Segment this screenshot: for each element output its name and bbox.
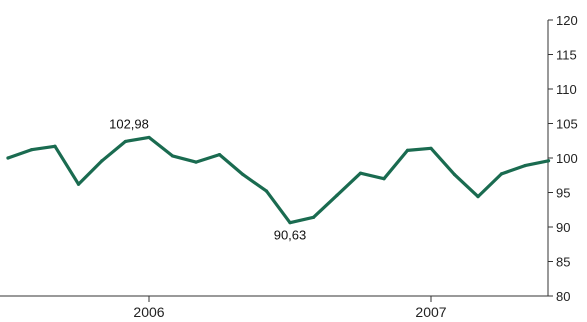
data-point (523, 163, 527, 168)
y-tick-label: 120 (556, 13, 578, 28)
data-point (335, 193, 339, 197)
data-point (358, 171, 363, 175)
y-tick-label: 90 (556, 220, 570, 235)
data-point (147, 135, 151, 140)
series-line (6, 135, 551, 225)
data-point (499, 172, 504, 176)
data-label: 90,63 (274, 228, 307, 243)
annotation-layer: 102,98 90,63 (109, 116, 306, 242)
data-point (311, 215, 316, 219)
data-point (241, 172, 245, 177)
y-tick-label: 100 (556, 151, 578, 166)
y-tick-label: 105 (556, 117, 578, 132)
x-tick-label: 2007 (415, 304, 446, 320)
data-point (217, 152, 222, 157)
data-point (405, 148, 410, 153)
x-tick-label: 2006 (133, 304, 164, 320)
data-point (194, 160, 198, 164)
data-point (29, 148, 34, 152)
x-axis: 2006 2007 (0, 295, 548, 320)
y-tick-label: 110 (556, 82, 577, 97)
data-point (546, 159, 551, 163)
data-point (382, 177, 386, 181)
y-tick-label: 95 (556, 186, 570, 201)
y-tick-label: 115 (556, 48, 577, 63)
data-label: 102,98 (109, 116, 149, 131)
data-point (429, 146, 433, 150)
data-point (6, 156, 10, 160)
data-point (476, 195, 480, 199)
data-point (170, 154, 175, 158)
data-point (123, 139, 128, 144)
y-tick-label: 85 (556, 255, 570, 270)
y-tick-label: 80 (556, 289, 570, 304)
y-axis: 80 85 90 95 100 105 110 115 120 (547, 13, 578, 304)
data-point (452, 172, 457, 177)
series-layer (6, 135, 551, 225)
data-point (53, 144, 57, 148)
data-point (264, 189, 269, 193)
data-point (76, 182, 81, 186)
data-point (288, 221, 292, 225)
data-point (100, 159, 104, 163)
